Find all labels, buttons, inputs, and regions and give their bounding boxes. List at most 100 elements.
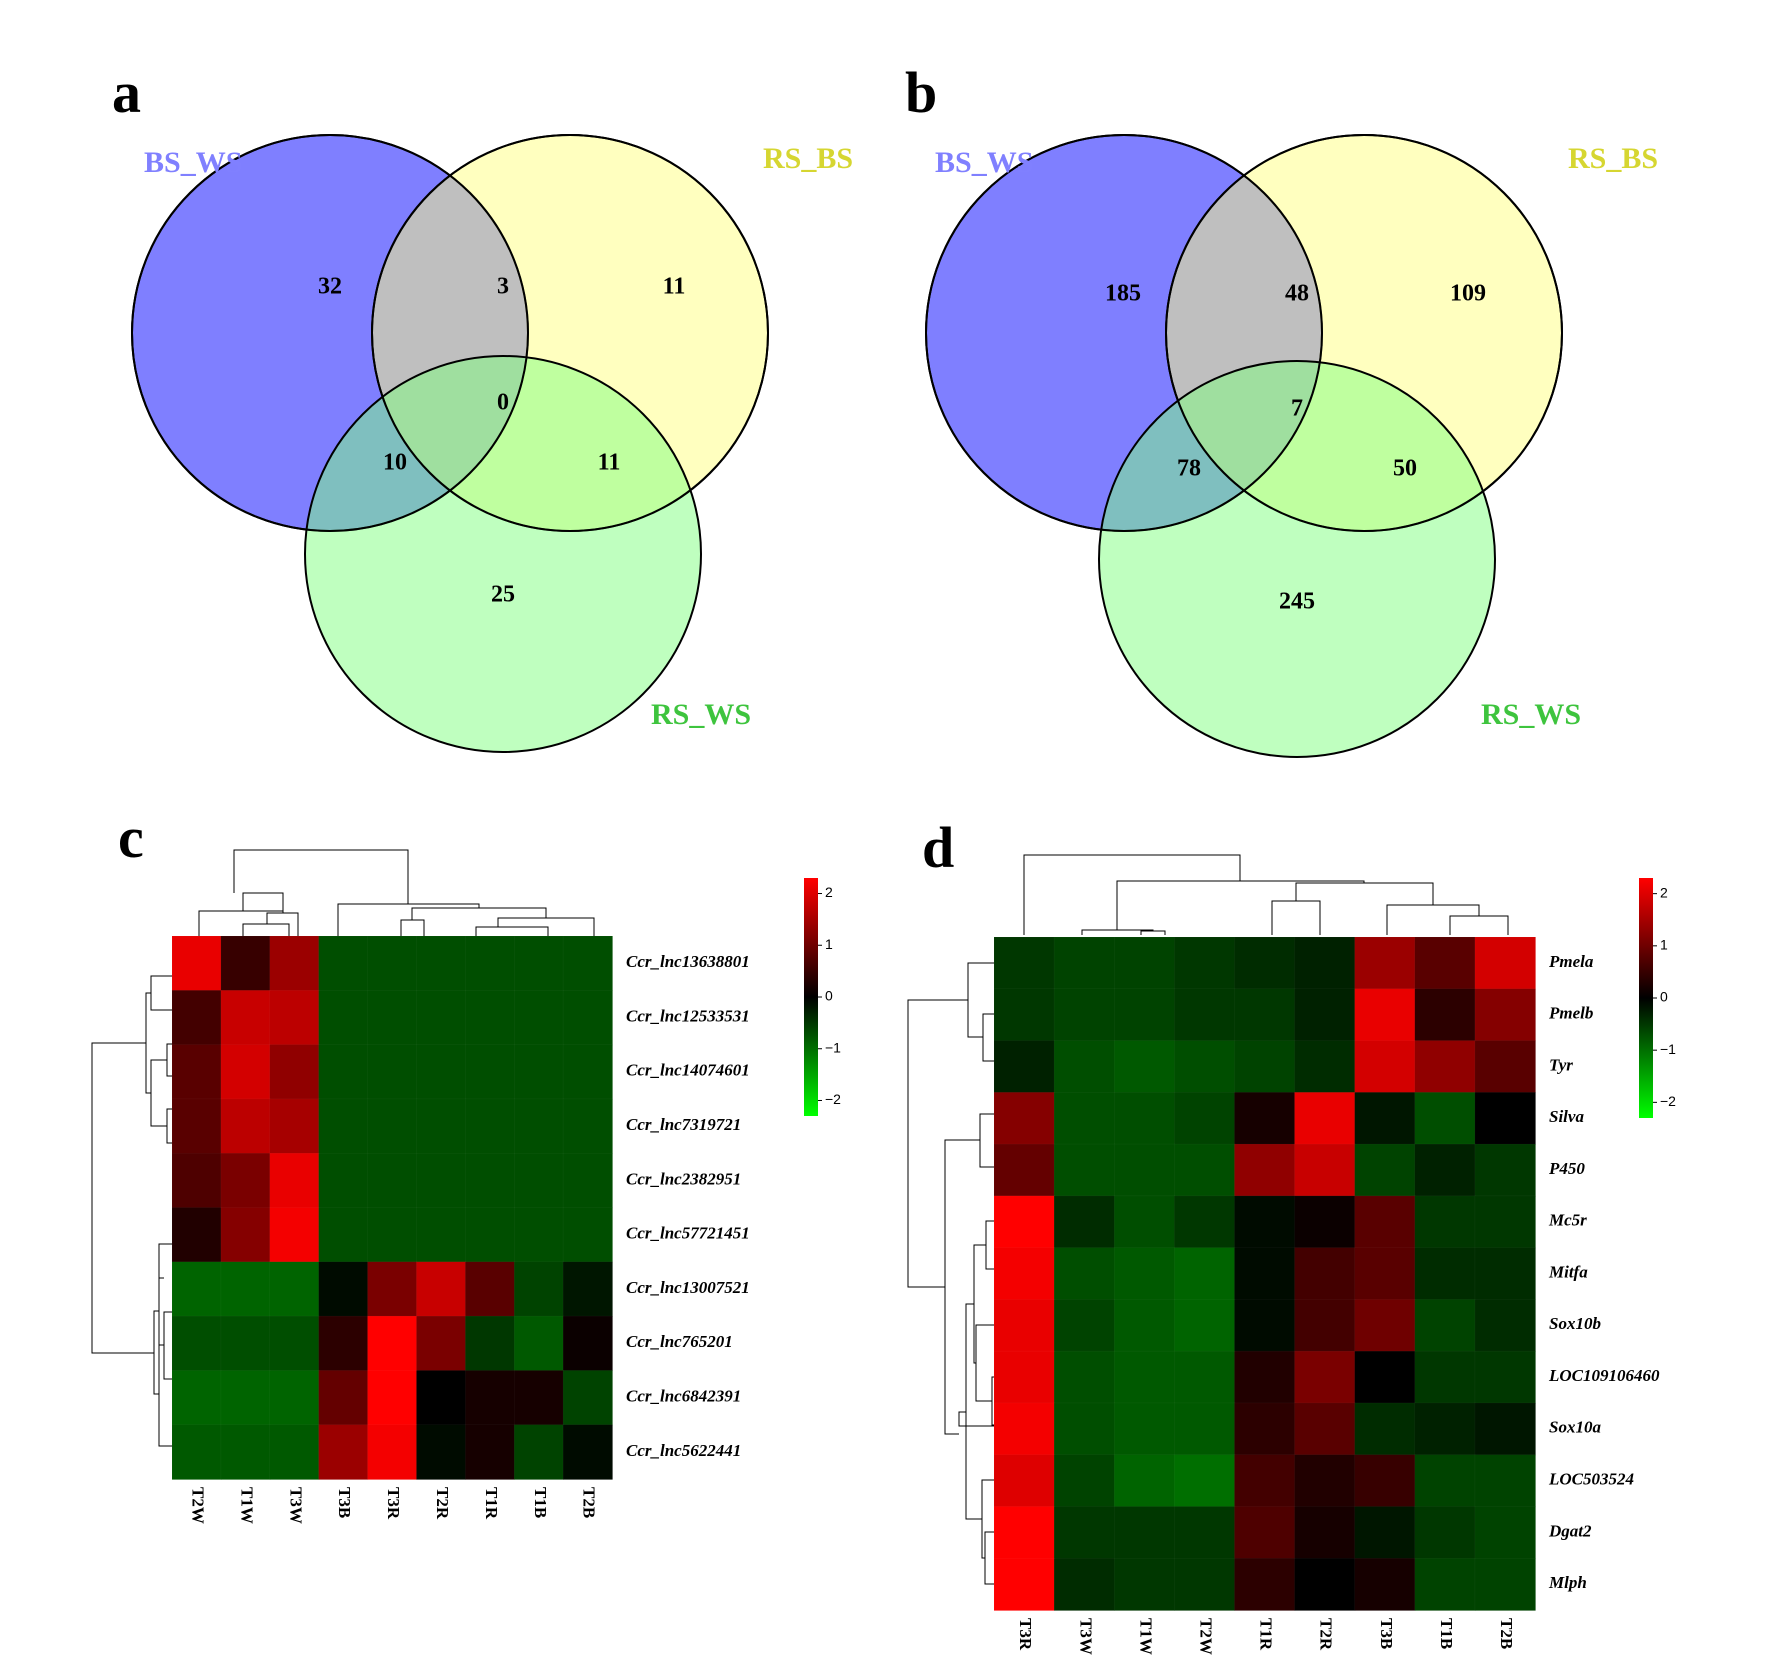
venn-a-count-bs-rs-ws: 10 xyxy=(383,450,407,476)
heat-d-cell xyxy=(1053,936,1116,990)
heat-d-cell xyxy=(1113,1557,1176,1611)
heat-c-cell xyxy=(367,1370,418,1426)
heat-d-cell xyxy=(1053,1350,1116,1404)
heat-c-row-label: Ccr_lnc13007521 xyxy=(626,1278,750,1297)
heat-d-cell xyxy=(1414,936,1476,990)
heat-c-cell xyxy=(220,935,271,992)
heat-c-cell xyxy=(269,1207,320,1263)
heat-c-column-label: T2W xyxy=(189,1487,208,1524)
heat-d-column-label: T2W xyxy=(1196,1618,1215,1655)
heatmap-c-column-labels: T2W T1W T3W T3B T3R T2R T1R T1B T2B xyxy=(189,1487,599,1524)
heat-d-cell xyxy=(1234,1402,1296,1456)
venn-b-count-rs-ws-only: 245 xyxy=(1279,589,1315,615)
heat-d-colorbar-tick-label: −2 xyxy=(1660,1093,1676,1109)
heat-d-cell xyxy=(1113,1350,1176,1404)
heat-d-cell xyxy=(1174,1402,1236,1456)
heat-d-cell xyxy=(1414,1557,1476,1611)
heat-c-cell xyxy=(171,1098,222,1155)
heat-d-cell xyxy=(993,1402,1055,1456)
heat-d-cell xyxy=(1113,1195,1176,1249)
heat-d-cell xyxy=(1354,988,1416,1042)
heatmap-d-colorbar-ticks: 2 1 0 −1 −2 xyxy=(1653,884,1676,1109)
heat-c-cell xyxy=(367,1261,418,1317)
heat-c-cell xyxy=(416,1424,467,1480)
venn-a-count-rs-bs-only: 11 xyxy=(663,274,686,300)
panel-letter-a: a xyxy=(112,60,141,125)
heat-d-cell xyxy=(1414,1454,1476,1508)
heat-c-cell xyxy=(171,1315,222,1372)
heatmap-d-colorbar: 2 1 0 −1 −2 xyxy=(1639,878,1676,1118)
heat-c-cell xyxy=(465,935,516,992)
heat-c-cell xyxy=(220,1315,271,1372)
heat-c-cell xyxy=(318,1370,369,1426)
heat-d-cell xyxy=(1354,1092,1416,1145)
heat-c-cell xyxy=(318,1044,369,1100)
heatmap-c-colorbar-gradient xyxy=(804,878,818,1116)
heat-c-cell xyxy=(367,1424,418,1480)
heat-c-cell xyxy=(220,1370,271,1426)
heat-d-cell xyxy=(993,1299,1055,1353)
heat-d-cell xyxy=(1414,1195,1476,1249)
heat-c-row-label: Ccr_lnc7319721 xyxy=(626,1115,741,1134)
heat-d-row-label: Mc5r xyxy=(1548,1211,1587,1230)
venn-a-count-all: 0 xyxy=(497,390,509,416)
heat-d-cell xyxy=(1474,1195,1536,1249)
heat-c-row-label: Ccr_lnc765201 xyxy=(626,1332,733,1351)
heat-c-cell xyxy=(367,1044,418,1100)
heat-d-cell xyxy=(993,1143,1055,1197)
heat-c-cell xyxy=(562,1152,613,1209)
heat-c-cell xyxy=(171,990,222,1046)
heat-d-cell xyxy=(993,1040,1055,1094)
heat-d-cell xyxy=(993,1247,1055,1301)
heat-d-cell xyxy=(1294,1557,1356,1611)
heat-c-cell xyxy=(465,1424,516,1480)
heat-d-cell xyxy=(1474,936,1536,990)
heat-c-cell xyxy=(513,1152,564,1209)
heat-c-cell xyxy=(318,1261,369,1317)
heat-d-cell xyxy=(1294,1350,1356,1404)
heatmap-c-row-dendrogram xyxy=(91,975,172,1447)
heat-d-cell xyxy=(1234,1506,1296,1560)
heat-c-column-label: T1R xyxy=(482,1487,501,1520)
heat-d-column-label: T3B xyxy=(1377,1618,1396,1649)
venn-a-label-rs-ws: RS_WS xyxy=(651,698,751,731)
heat-d-column-label: T3R xyxy=(1016,1618,1035,1651)
heatmap-c: Ccr_lnc13638801 Ccr_lnc12533531 Ccr_lnc140… xyxy=(91,849,841,1524)
heat-c-cell xyxy=(220,1261,271,1317)
heat-d-cell xyxy=(1354,1299,1416,1353)
heat-d-cell xyxy=(1174,1040,1236,1094)
heatmap-d-row-dendrogram xyxy=(907,962,994,1585)
venn-a-count-bs-ws-only: 32 xyxy=(318,274,342,300)
heat-c-cell xyxy=(562,1370,613,1426)
heat-c-cell xyxy=(367,935,418,992)
heat-d-cell xyxy=(993,1195,1055,1249)
heat-c-row-label: Ccr_lnc2382951 xyxy=(626,1169,741,1188)
heatmap-c-column-dendrogram xyxy=(198,849,595,936)
venn-b-count-all: 7 xyxy=(1291,396,1303,422)
heat-d-colorbar-tick-label: −1 xyxy=(1660,1041,1676,1057)
heat-c-cell xyxy=(562,990,613,1046)
heat-c-cell xyxy=(269,1098,320,1155)
heat-c-column-label: T2B xyxy=(580,1487,599,1518)
heat-c-cell xyxy=(269,990,320,1046)
heatmap-d-row-labels: Pmela Pmelb Tyr Silva P450 Mc5r Mitfa Sox10b LOC… xyxy=(1548,952,1660,1592)
panel-letter-d: d xyxy=(922,815,954,880)
heatmap-c-cells xyxy=(171,935,613,1480)
heat-d-cell xyxy=(1174,1092,1236,1145)
heat-c-cell xyxy=(465,1098,516,1155)
heatmap-c-colorbar: 2 1 0 −1 −2 xyxy=(804,878,841,1116)
heat-d-cell xyxy=(1414,988,1476,1042)
heat-d-cell xyxy=(993,1454,1055,1508)
heat-c-cell xyxy=(465,1315,516,1372)
heat-c-cell xyxy=(269,1044,320,1100)
heat-c-cell xyxy=(269,1424,320,1480)
heat-d-row-label: LOC109106460 xyxy=(1548,1366,1660,1385)
venn-b-label-rs-bs: RS_BS xyxy=(1568,142,1658,175)
heat-d-cell xyxy=(1053,1506,1116,1560)
heat-c-cell xyxy=(562,935,613,992)
heat-d-row-label: Pmelb xyxy=(1548,1004,1593,1023)
heatmap-d-column-dendrogram xyxy=(1023,854,1509,935)
heat-c-cell xyxy=(416,1207,467,1263)
heat-d-cell xyxy=(1113,1506,1176,1560)
heat-c-cell xyxy=(513,1207,564,1263)
